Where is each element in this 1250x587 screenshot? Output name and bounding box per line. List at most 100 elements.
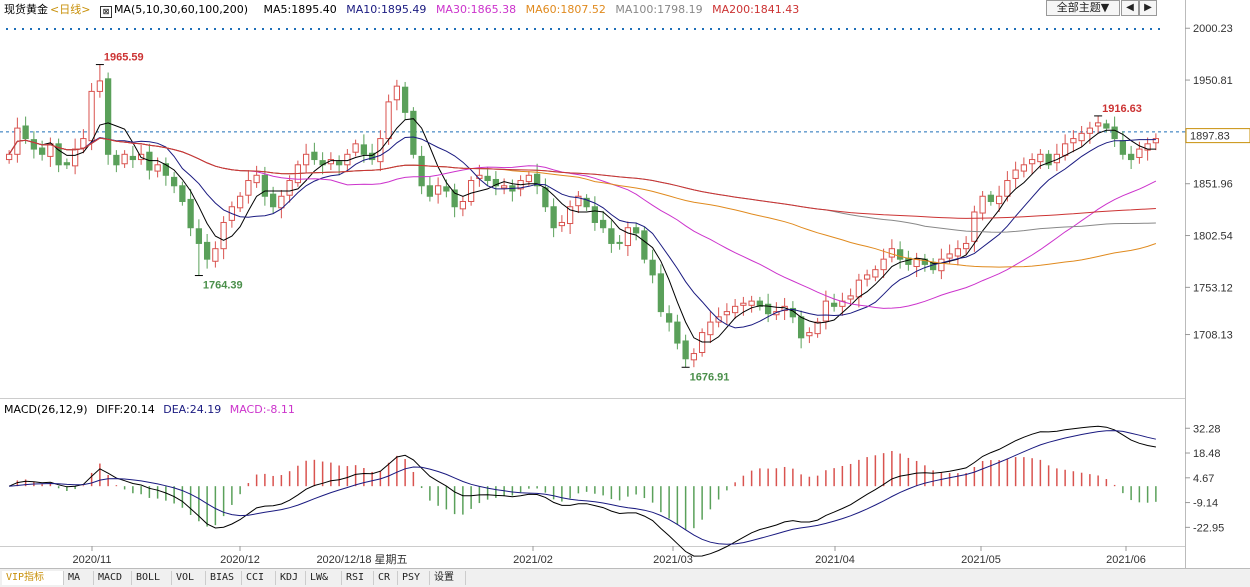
candle[interactable] <box>550 198 557 238</box>
candle[interactable] <box>830 293 838 312</box>
candle[interactable] <box>1086 121 1094 144</box>
candle[interactable] <box>245 170 252 204</box>
candle[interactable] <box>962 236 970 255</box>
candle[interactable] <box>855 273 863 308</box>
candle[interactable] <box>847 288 854 306</box>
candle[interactable] <box>888 239 896 263</box>
indicator-tab[interactable]: BOLL <box>132 571 172 585</box>
candle[interactable] <box>533 163 541 195</box>
candle[interactable] <box>591 196 599 231</box>
candle[interactable] <box>690 348 698 368</box>
candle[interactable] <box>566 200 574 235</box>
candle[interactable] <box>822 290 830 330</box>
indicator-tab[interactable]: PSY <box>398 571 430 585</box>
candle[interactable] <box>872 265 879 282</box>
candle[interactable] <box>459 196 467 217</box>
candle[interactable] <box>624 221 632 257</box>
candle[interactable] <box>302 143 310 174</box>
candle[interactable] <box>731 299 739 319</box>
candle[interactable] <box>63 158 71 169</box>
candle[interactable] <box>682 334 689 368</box>
candle[interactable] <box>542 178 549 212</box>
indicator-tab[interactable]: RSI <box>342 571 374 585</box>
ma-params-label[interactable]: ⊠ MA(5,10,30,60,100,200) <box>99 3 258 18</box>
indicator-tab[interactable]: 设置 <box>430 571 466 585</box>
candle[interactable] <box>30 131 38 159</box>
candle[interactable] <box>649 249 656 284</box>
indicator-tab[interactable]: CR <box>374 571 398 585</box>
candle[interactable] <box>616 235 623 250</box>
candle[interactable] <box>220 216 227 260</box>
candle[interactable] <box>47 137 54 167</box>
candle[interactable] <box>674 314 681 350</box>
candle[interactable] <box>253 165 260 188</box>
candle[interactable] <box>434 177 442 204</box>
candle[interactable] <box>71 138 79 175</box>
prev-arrow-button[interactable]: ◀ <box>1121 0 1139 16</box>
candle[interactable] <box>1012 161 1019 188</box>
indicator-tab[interactable]: MACD <box>94 571 132 585</box>
indicator-tab[interactable]: BIAS <box>206 571 242 585</box>
candle[interactable] <box>14 117 21 163</box>
candle[interactable] <box>162 157 170 186</box>
candle[interactable] <box>121 150 128 168</box>
candle[interactable] <box>806 327 813 344</box>
candle[interactable] <box>954 240 962 266</box>
candle[interactable] <box>814 317 821 338</box>
candle[interactable] <box>393 79 401 111</box>
candle[interactable] <box>1028 153 1036 175</box>
candle[interactable] <box>129 145 137 168</box>
candle[interactable] <box>203 234 211 269</box>
candle[interactable] <box>368 143 376 165</box>
candle[interactable] <box>1053 143 1061 172</box>
candle[interactable] <box>261 166 269 206</box>
candle[interactable] <box>608 220 615 253</box>
candle[interactable] <box>707 311 714 344</box>
candle[interactable] <box>88 83 95 151</box>
candle[interactable] <box>195 219 203 276</box>
candle[interactable] <box>170 172 178 194</box>
candle[interactable] <box>484 166 491 186</box>
candle[interactable] <box>1045 150 1052 169</box>
candle[interactable] <box>467 176 475 206</box>
candle[interactable] <box>104 72 112 165</box>
candle[interactable] <box>863 269 871 287</box>
candle[interactable] <box>146 143 153 180</box>
indicator-tab[interactable]: KDJ <box>276 571 306 585</box>
price-chart[interactable]: 2000.231950.811901.391851.961802.541753.… <box>0 0 1250 568</box>
candle[interactable] <box>979 191 986 221</box>
ma-toggle-icon[interactable]: ⊠ <box>99 6 112 18</box>
candle[interactable] <box>575 191 582 214</box>
theme-dropdown-button[interactable]: 全部主题▼ <box>1046 0 1120 16</box>
candle[interactable] <box>773 302 780 320</box>
candle[interactable] <box>451 183 458 218</box>
candle[interactable] <box>418 145 425 195</box>
candle[interactable] <box>22 116 29 144</box>
candle[interactable] <box>599 210 607 233</box>
candle[interactable] <box>360 134 368 163</box>
candle[interactable] <box>55 138 62 173</box>
candle[interactable] <box>698 328 706 357</box>
candle[interactable] <box>113 150 120 173</box>
candle[interactable] <box>1127 145 1135 169</box>
candle[interactable] <box>723 303 731 325</box>
candle[interactable] <box>632 222 640 241</box>
candle[interactable] <box>1004 171 1011 202</box>
candle[interactable] <box>385 94 392 145</box>
candle[interactable] <box>657 264 665 317</box>
candle[interactable] <box>426 176 434 202</box>
candle[interactable] <box>278 189 285 219</box>
candle[interactable] <box>880 248 887 279</box>
period-label[interactable]: <日线> <box>50 3 91 16</box>
candle[interactable] <box>96 64 104 98</box>
candle[interactable] <box>665 305 673 332</box>
candle[interactable] <box>971 205 978 252</box>
next-arrow-button[interactable]: ▶ <box>1139 0 1157 16</box>
candle[interactable] <box>740 296 747 316</box>
candle[interactable] <box>179 181 186 206</box>
candle[interactable] <box>641 226 648 264</box>
indicator-tab[interactable]: VIP指标 <box>2 571 64 585</box>
indicator-tab[interactable]: LW& <box>306 571 342 585</box>
candle[interactable] <box>921 253 929 272</box>
candle[interactable] <box>311 142 318 165</box>
